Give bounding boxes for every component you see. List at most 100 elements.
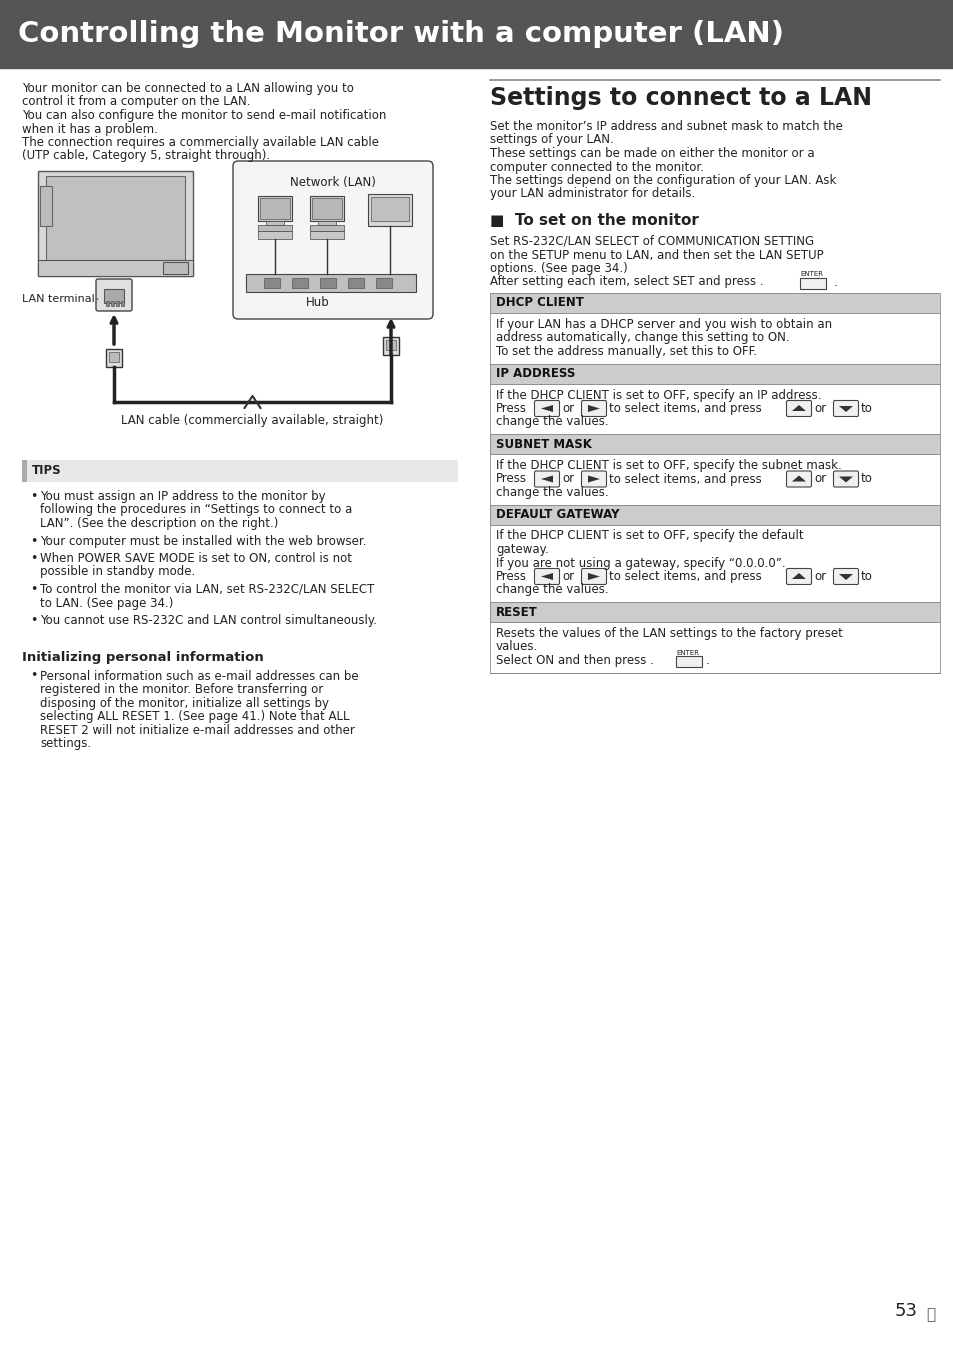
- Polygon shape: [587, 572, 599, 580]
- Text: your LAN administrator for details.: your LAN administrator for details.: [490, 188, 695, 201]
- Text: Initializing personal information: Initializing personal information: [22, 652, 263, 664]
- Polygon shape: [838, 477, 852, 482]
- Text: or: or: [813, 402, 825, 414]
- FancyBboxPatch shape: [534, 471, 558, 487]
- Bar: [348, 278, 364, 288]
- Bar: [490, 622, 939, 672]
- Bar: [121, 301, 124, 306]
- Text: When POWER SAVE MODE is set to ON, control is not: When POWER SAVE MODE is set to ON, contr…: [40, 552, 352, 566]
- Text: •: •: [30, 670, 37, 683]
- Bar: [46, 176, 185, 261]
- Text: After setting each item, select SET and press .: After setting each item, select SET and …: [490, 275, 762, 289]
- Text: to: to: [861, 472, 872, 486]
- Text: DHCP CLIENT: DHCP CLIENT: [496, 297, 583, 309]
- Bar: [310, 225, 344, 231]
- FancyBboxPatch shape: [581, 568, 606, 585]
- Text: control it from a computer on the LAN.: control it from a computer on the LAN.: [22, 96, 251, 108]
- Text: Select ON and then press .: Select ON and then press .: [496, 653, 653, 667]
- Bar: [490, 363, 939, 383]
- Bar: [490, 293, 939, 313]
- Bar: [163, 262, 188, 274]
- Bar: [490, 602, 939, 622]
- Text: •: •: [30, 535, 37, 548]
- Bar: [386, 340, 395, 350]
- FancyBboxPatch shape: [534, 401, 558, 417]
- Text: Press: Press: [496, 402, 526, 414]
- Text: If you are not using a gateway, specify “0.0.0.0”.: If you are not using a gateway, specify …: [496, 556, 785, 570]
- Bar: [40, 186, 52, 225]
- Bar: [109, 352, 119, 362]
- Bar: [375, 278, 392, 288]
- Text: Resets the values of the LAN settings to the factory preset: Resets the values of the LAN settings to…: [496, 626, 842, 640]
- Bar: [266, 221, 284, 225]
- Bar: [38, 171, 193, 275]
- Bar: [490, 363, 939, 383]
- Bar: [116, 301, 119, 306]
- Text: address automatically, change this setting to ON.: address automatically, change this setti…: [496, 332, 789, 344]
- Polygon shape: [791, 475, 805, 482]
- Text: .: .: [833, 275, 837, 289]
- Text: .: .: [705, 653, 709, 667]
- Bar: [490, 433, 939, 454]
- Bar: [0, 0, 953, 68]
- Bar: [106, 350, 122, 367]
- FancyBboxPatch shape: [581, 471, 606, 487]
- Bar: [490, 525, 939, 602]
- Text: disposing of the monitor, initialize all settings by: disposing of the monitor, initialize all…: [40, 697, 329, 710]
- Bar: [27, 460, 457, 482]
- Text: Press: Press: [496, 570, 526, 583]
- Text: SUBNET MASK: SUBNET MASK: [496, 437, 591, 451]
- Bar: [490, 383, 939, 433]
- Text: To set the address manually, set this to OFF.: To set the address manually, set this to…: [496, 346, 757, 358]
- Bar: [676, 656, 701, 667]
- Text: If the DHCP CLIENT is set to OFF, specify the default: If the DHCP CLIENT is set to OFF, specif…: [496, 529, 802, 543]
- Text: If your LAN has a DHCP server and you wish to obtain an: If your LAN has a DHCP server and you wi…: [496, 319, 831, 331]
- Bar: [22, 460, 27, 482]
- Bar: [371, 197, 409, 221]
- Text: The connection requires a commercially available LAN cable: The connection requires a commercially a…: [22, 136, 378, 148]
- Polygon shape: [540, 405, 553, 412]
- Bar: [490, 505, 939, 525]
- FancyBboxPatch shape: [785, 568, 811, 585]
- FancyBboxPatch shape: [833, 568, 858, 585]
- Bar: [260, 198, 290, 219]
- Bar: [490, 602, 939, 622]
- Text: To control the monitor via LAN, set RS-232C/LAN SELECT: To control the monitor via LAN, set RS-2…: [40, 583, 374, 595]
- Text: to LAN. (See page 34.): to LAN. (See page 34.): [40, 597, 173, 609]
- Text: Ⓔ: Ⓔ: [925, 1307, 934, 1322]
- Polygon shape: [838, 406, 852, 412]
- Text: LAN cable (commercially available, straight): LAN cable (commercially available, strai…: [121, 414, 383, 427]
- Text: TIPS: TIPS: [32, 464, 62, 478]
- Text: •: •: [30, 552, 37, 566]
- Text: when it has a problem.: when it has a problem.: [22, 123, 157, 135]
- Text: settings.: settings.: [40, 737, 91, 751]
- Text: 53: 53: [894, 1301, 917, 1320]
- Text: or: or: [561, 402, 574, 414]
- Text: •: •: [30, 614, 37, 626]
- Text: These settings can be made on either the monitor or a: These settings can be made on either the…: [490, 147, 814, 161]
- Bar: [310, 231, 344, 239]
- Text: (UTP cable, Category 5, straight through).: (UTP cable, Category 5, straight through…: [22, 150, 270, 162]
- FancyBboxPatch shape: [833, 471, 858, 487]
- Text: or: or: [561, 570, 574, 583]
- Bar: [312, 198, 341, 219]
- FancyBboxPatch shape: [581, 401, 606, 417]
- Text: to select items, and press: to select items, and press: [608, 472, 760, 486]
- Text: You can also configure the monitor to send e-mail notification: You can also configure the monitor to se…: [22, 109, 386, 122]
- Text: Your monitor can be connected to a LAN allowing you to: Your monitor can be connected to a LAN a…: [22, 82, 354, 94]
- FancyBboxPatch shape: [785, 401, 811, 417]
- Text: or: or: [813, 570, 825, 583]
- Text: to select items, and press: to select items, and press: [608, 402, 760, 414]
- Bar: [368, 194, 412, 225]
- Text: settings of your LAN.: settings of your LAN.: [490, 134, 613, 147]
- Bar: [490, 293, 939, 313]
- Polygon shape: [791, 405, 805, 410]
- Text: options. (See page 34.): options. (See page 34.): [490, 262, 627, 275]
- Polygon shape: [587, 475, 599, 482]
- Text: LAN terminal: LAN terminal: [22, 294, 94, 304]
- Text: ENTER: ENTER: [676, 649, 699, 656]
- Bar: [257, 196, 292, 221]
- FancyBboxPatch shape: [96, 279, 132, 310]
- Text: If the DHCP CLIENT is set to OFF, specify the subnet mask.: If the DHCP CLIENT is set to OFF, specif…: [496, 459, 841, 472]
- Bar: [257, 231, 292, 239]
